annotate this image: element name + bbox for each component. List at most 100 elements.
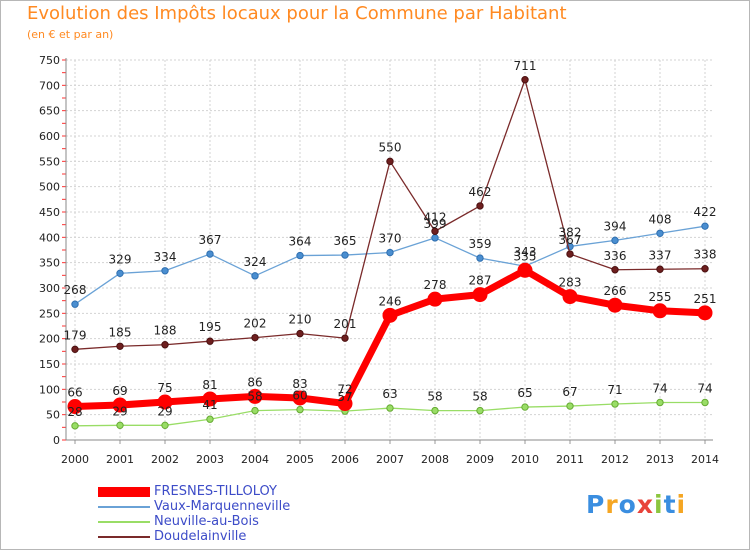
x-tick-label: 2004 <box>241 453 269 466</box>
data-point-0 <box>562 289 578 305</box>
y-tick-label: 350 <box>39 257 60 270</box>
data-point-3 <box>161 341 169 349</box>
logo-letter: t <box>663 490 677 519</box>
data-point-3 <box>251 333 259 342</box>
data-label-0: 86 <box>247 375 262 389</box>
x-tick-label: 2008 <box>421 453 449 466</box>
data-label-1: 408 <box>649 212 672 226</box>
data-label-3: 188 <box>154 324 177 338</box>
y-tick-label: 0 <box>53 434 60 447</box>
y-tick-label: 550 <box>39 155 60 168</box>
data-label-3: 462 <box>469 185 492 199</box>
data-point-1 <box>206 250 214 258</box>
legend-label-neuville: Neuville-au-Bois <box>154 514 259 529</box>
data-point-2 <box>161 421 169 430</box>
data-label-3: 201 <box>334 317 357 331</box>
x-tick-label: 2012 <box>601 453 629 466</box>
data-label-3: 711 <box>514 59 537 73</box>
x-tick-label: 2010 <box>511 453 539 466</box>
data-label-0: 335 <box>514 249 537 263</box>
y-tick-label: 650 <box>39 105 60 118</box>
x-tick-label: 2014 <box>691 453 719 466</box>
data-label-2: 74 <box>697 382 712 396</box>
data-point-1 <box>431 234 439 242</box>
data-point-0 <box>337 396 353 412</box>
data-label-0: 69 <box>112 384 127 398</box>
legend-label-doudelainville: Doudelainville <box>154 529 247 544</box>
x-tick-label: 2013 <box>646 453 674 466</box>
data-point-3 <box>206 337 214 345</box>
data-point-1 <box>701 222 709 230</box>
data-point-2 <box>611 400 619 408</box>
data-label-0: 283 <box>559 276 582 290</box>
legend-item-vaux: Vaux-Marquenneville <box>98 499 358 514</box>
data-label-1: 268 <box>64 283 87 297</box>
data-point-0 <box>382 307 398 323</box>
data-label-2: 58 <box>427 390 442 404</box>
data-label-3: 185 <box>109 325 132 339</box>
data-point-3 <box>566 250 574 258</box>
x-tick-label: 2001 <box>106 453 134 466</box>
y-tick-label: 750 <box>39 54 60 67</box>
data-label-2: 58 <box>247 390 262 404</box>
data-label-0: 255 <box>649 290 672 304</box>
data-point-0 <box>697 305 713 321</box>
data-label-0: 75 <box>157 381 172 395</box>
x-tick-label: 2011 <box>556 453 584 466</box>
data-point-1 <box>386 248 394 257</box>
data-label-2: 28 <box>67 405 82 419</box>
y-tick-label: 400 <box>39 231 60 244</box>
x-tick-label: 2006 <box>331 453 359 466</box>
chart-subtitle: (en € et par an) <box>27 28 114 41</box>
data-label-3: 202 <box>244 317 267 331</box>
data-label-1: 422 <box>694 205 717 219</box>
data-label-1: 359 <box>469 237 492 251</box>
data-point-0 <box>292 390 308 406</box>
data-label-1: 394 <box>604 219 627 233</box>
data-point-0 <box>67 399 83 415</box>
data-label-2: 58 <box>472 390 487 404</box>
data-point-0 <box>427 291 443 307</box>
data-point-1 <box>611 236 619 245</box>
data-point-2 <box>521 403 529 411</box>
logo-letter: i <box>654 490 664 519</box>
data-point-1 <box>251 272 259 280</box>
legend-item-neuville: Neuville-au-Bois <box>98 514 358 529</box>
x-tick-label: 2005 <box>286 453 314 466</box>
data-label-1: 365 <box>334 234 357 248</box>
data-label-3: 210 <box>289 313 312 327</box>
data-point-2 <box>71 422 79 430</box>
data-point-3 <box>116 342 124 350</box>
data-label-1: 329 <box>109 252 132 266</box>
data-label-0: 66 <box>67 386 82 400</box>
data-label-2: 41 <box>202 398 217 412</box>
logo-letter: r <box>605 490 619 519</box>
data-label-1: 399 <box>424 217 447 231</box>
logo-letter: i <box>676 490 687 519</box>
data-label-3: 337 <box>649 248 672 262</box>
data-point-2 <box>386 404 394 412</box>
logo-letter: P <box>586 490 606 519</box>
x-tick-label: 2009 <box>466 453 494 466</box>
y-tick-label: 100 <box>39 383 60 396</box>
data-label-2: 74 <box>652 382 667 396</box>
legend-swatch-doudelainville <box>98 536 150 538</box>
data-point-1 <box>656 229 664 237</box>
legend-label-fresnes: FRESNES-TILLOLOY <box>154 484 277 499</box>
x-tick-label: 2002 <box>151 453 179 466</box>
legend-swatch-vaux <box>98 506 150 508</box>
data-label-2: 29 <box>112 404 127 418</box>
data-point-2 <box>251 406 259 415</box>
data-point-2 <box>701 398 709 407</box>
data-label-1: 334 <box>154 250 177 264</box>
logo-letter: x <box>636 490 654 519</box>
data-point-1 <box>71 300 79 308</box>
data-point-0 <box>472 287 488 303</box>
legend-swatch-fresnes <box>98 487 150 497</box>
data-label-2: 71 <box>607 383 622 397</box>
data-point-2 <box>116 421 124 430</box>
data-point-2 <box>206 415 214 423</box>
data-point-3 <box>341 334 349 342</box>
data-label-3: 338 <box>694 248 717 262</box>
data-point-1 <box>476 254 484 262</box>
